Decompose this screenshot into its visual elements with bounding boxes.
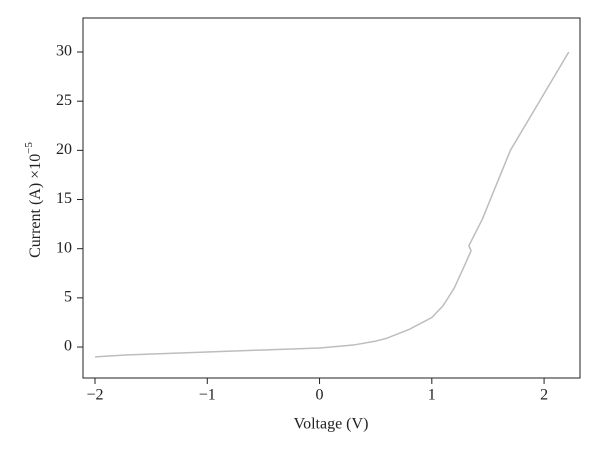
y-tick-label: 0 [64, 338, 72, 355]
x-tick-label: −2 [86, 387, 103, 404]
x-tick-label: 2 [540, 387, 548, 404]
y-tick-label: 10 [56, 239, 72, 256]
x-tick-label: 1 [428, 387, 436, 404]
y-tick-label: 25 [56, 92, 72, 109]
y-axis-label: Current (A) ×10−5 [23, 142, 44, 258]
y-tick-label: 30 [56, 43, 72, 60]
x-tick-label: 0 [316, 387, 324, 404]
plot-frame [82, 17, 581, 379]
y-tick-label: 15 [56, 190, 72, 207]
data-line [94, 51, 570, 358]
x-axis-label: Voltage (V) [294, 416, 369, 433]
y-tick-label: 5 [64, 289, 72, 306]
y-axis-label-main: Current (A) ×10 [27, 154, 44, 258]
x-tick-label: −1 [199, 387, 216, 404]
y-axis-label-exponent: −5 [23, 142, 35, 154]
y-tick-label: 20 [56, 141, 72, 158]
